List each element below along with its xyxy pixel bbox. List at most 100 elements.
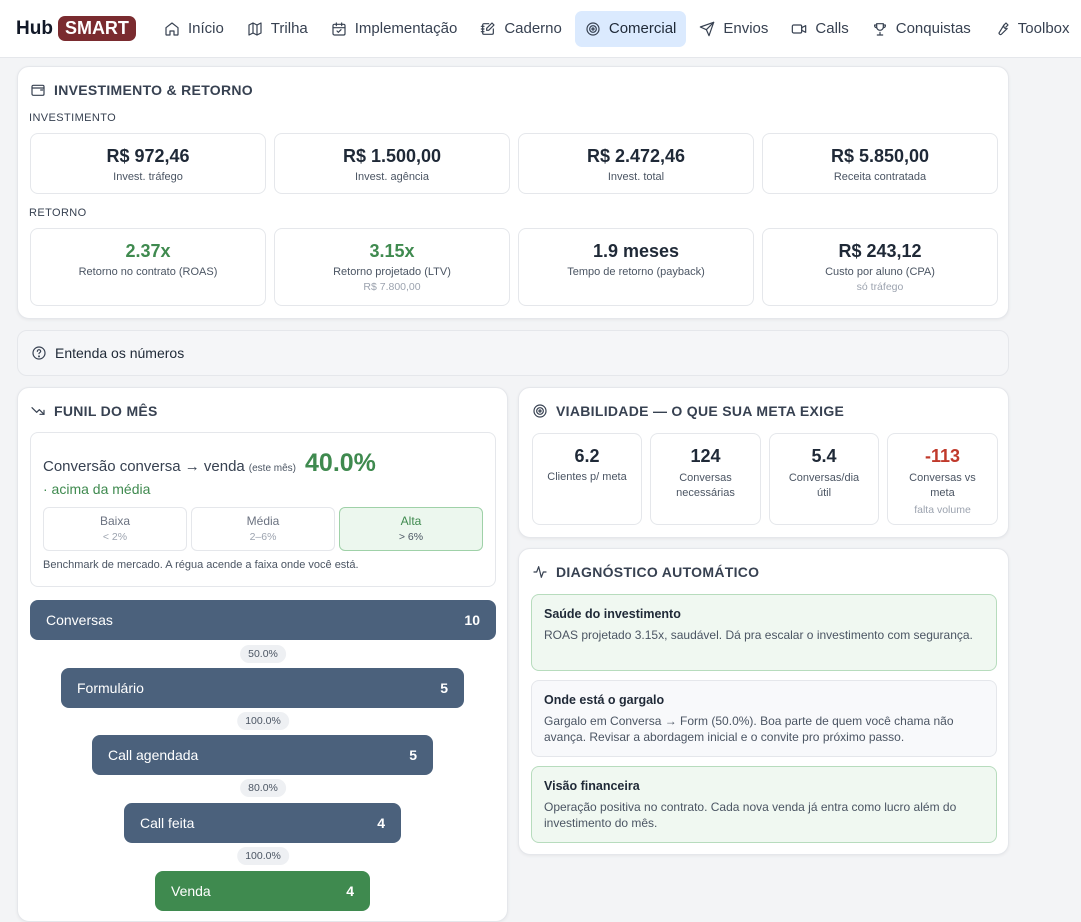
viab-conversas-necessarias: 124 Conversas necessárias: [650, 433, 761, 525]
funnel-stage-value: 5: [409, 747, 417, 763]
diag-item-text: Operação positiva no contrato. Cada nova…: [544, 800, 957, 830]
brand-logo[interactable]: Hub SMART: [16, 16, 136, 41]
help-circle-icon: [32, 346, 46, 360]
metric-label: Invest. total: [607, 171, 665, 183]
metric-value: R$ 972,46: [106, 146, 190, 166]
metric-label: Clientes p/ meta: [547, 471, 627, 483]
conversion-text: Conversão conversa → venda: [43, 458, 245, 475]
send-icon: [700, 21, 715, 36]
metric-value: 1.9 meses: [592, 241, 680, 261]
metric-roas: 2.37x Retorno no contrato (ROAS): [30, 228, 266, 306]
notebook-pen-icon: [481, 21, 495, 35]
funnel-rate: 100.0%: [237, 712, 289, 730]
metric-label: Custo por aluno (CPA): [825, 266, 935, 278]
funnel-stage-value: 4: [346, 883, 354, 899]
nav-label: Calls: [815, 20, 849, 37]
bench-range: 2–6%: [249, 531, 277, 543]
nav-item-trilha[interactable]: Trilha: [237, 11, 318, 47]
bench-name: Alta: [400, 514, 422, 528]
nav-items: Início Trilha Implementação Caderno Come…: [154, 10, 1081, 47]
nav-item-inicio[interactable]: Início: [154, 11, 234, 47]
viab-title-text: VIABILIDADE — O QUE SUA META EXIGE: [556, 403, 845, 419]
metric-value: R$ 243,12: [838, 241, 922, 261]
bench-range: < 2%: [102, 531, 128, 543]
metric-label: Retorno no contrato (ROAS): [78, 266, 218, 278]
metric-value: 2.37x: [125, 241, 171, 261]
conversion-percent: 40.0%: [305, 449, 376, 477]
trophy-icon: [873, 22, 886, 36]
nav-label: Caderno: [504, 20, 562, 37]
nav-label: Trilha: [270, 20, 308, 37]
nav-item-envios[interactable]: Envios: [689, 11, 778, 47]
entenda-numeros-toggle[interactable]: Entenda os números: [17, 330, 1009, 376]
diag-item-text: Gargalo em Conversa → Form (50.0%). Boa …: [544, 714, 954, 744]
metric-label: Invest. agência: [355, 171, 429, 183]
conversion-period: (este mês): [248, 463, 297, 474]
funnel-stage-label: Call agendada: [108, 747, 199, 763]
funnel-stage-label: Venda: [171, 883, 211, 899]
metric-value: 124: [690, 446, 721, 466]
metric-receita-contratada: R$ 5.850,00 Receita contratada: [762, 133, 998, 194]
nav-item-implementacao[interactable]: Implementação: [321, 11, 468, 47]
bench-name: Média: [246, 514, 280, 528]
diag-visao-financeira: Visão financeira Operação positiva no co…: [531, 766, 997, 843]
funnel-stage-value: 5: [440, 680, 448, 696]
brand-smart: SMART: [57, 16, 136, 41]
diag-item-title: Visão financeira: [544, 779, 640, 793]
section-retorno: RETORNO: [29, 207, 87, 219]
nav-item-toolbox[interactable]: Toolbox: [984, 11, 1080, 47]
metric-value: R$ 5.850,00: [830, 146, 930, 166]
invest-title-text: INVESTIMENTO & RETORNO: [54, 82, 253, 98]
funnel-stage-value: 10: [464, 612, 480, 628]
target-icon: [586, 21, 600, 36]
metric-sub: falta volume: [914, 504, 971, 516]
trending-down-icon: [31, 407, 45, 415]
metric-sub: só tráfego: [856, 281, 904, 293]
funnel-stage-venda: Venda 4: [155, 871, 370, 911]
wallet-icon: [31, 84, 45, 96]
funnel-rate: 50.0%: [240, 645, 286, 663]
map-icon: [248, 21, 262, 36]
metric-label: Conversas necessárias: [676, 472, 735, 499]
metric-label: Conversas/dia útil: [788, 472, 860, 499]
bench-alta: Alta > 6%: [339, 507, 483, 551]
nav-item-comercial[interactable]: Comercial: [574, 10, 687, 47]
metric-label: Conversas vs meta: [909, 472, 976, 499]
funnel-rate: 100.0%: [237, 847, 289, 865]
invest-title: INVESTIMENTO & RETORNO: [30, 82, 253, 98]
metric-cpa: R$ 243,12 Custo por aluno (CPA) só tráfe…: [762, 228, 998, 306]
target-icon: [533, 404, 547, 418]
funnel-stage-call-feita: Call feita 4: [124, 803, 401, 843]
metric-value: R$ 1.500,00: [342, 146, 442, 166]
funil-title-text: FUNIL DO MÊS: [54, 403, 158, 419]
bench-note: Benchmark de mercado. A régua acende a f…: [43, 559, 359, 571]
metric-invest-trafego: R$ 972,46 Invest. tráfego: [30, 133, 266, 194]
nav-item-caderno[interactable]: Caderno: [470, 11, 572, 47]
funil-title: FUNIL DO MÊS: [30, 403, 158, 419]
viab-conversas-vs-meta: -113 Conversas vs meta falta volume: [887, 433, 998, 525]
nav-item-conquistas[interactable]: Conquistas: [862, 11, 981, 47]
diag-item-text: ROAS projetado 3.15x, saudável. Dá pra e…: [544, 628, 973, 642]
conversion-line: Conversão conversa → venda (este mês) 40…: [43, 449, 376, 478]
viabilidade-card: VIABILIDADE — O QUE SUA META EXIGE 6.2 C…: [518, 387, 1009, 538]
section-investimento: INVESTIMENTO: [29, 112, 117, 124]
funnel-stage-label: Call feita: [140, 815, 195, 831]
bench-media: Média 2–6%: [191, 507, 335, 551]
nav-label: Início: [187, 20, 224, 37]
bench-range: > 6%: [398, 531, 424, 543]
viab-clientes-meta: 6.2 Clientes p/ meta: [532, 433, 642, 525]
funil-card: FUNIL DO MÊS Conversão conversa → venda …: [17, 387, 508, 922]
brand-hub: Hub: [16, 17, 53, 39]
video-icon: [792, 23, 807, 34]
nav-label: Toolbox: [1017, 20, 1070, 37]
invest-card: INVESTIMENTO & RETORNO INVESTIMENTO R$ 9…: [17, 66, 1009, 319]
nav-item-calls[interactable]: Calls: [781, 11, 858, 47]
diag-item-title: Saúde do investimento: [544, 607, 681, 621]
funnel-stage-value: 4: [377, 815, 385, 831]
home-icon: [165, 21, 179, 36]
viab-title: VIABILIDADE — O QUE SUA META EXIGE: [532, 403, 844, 419]
entenda-label: Entenda os números: [55, 345, 185, 361]
funnel-stage-label: Conversas: [46, 612, 113, 628]
metric-value: 6.2: [574, 446, 600, 466]
diag-saude-investimento: Saúde do investimento ROAS projetado 3.1…: [531, 594, 997, 671]
